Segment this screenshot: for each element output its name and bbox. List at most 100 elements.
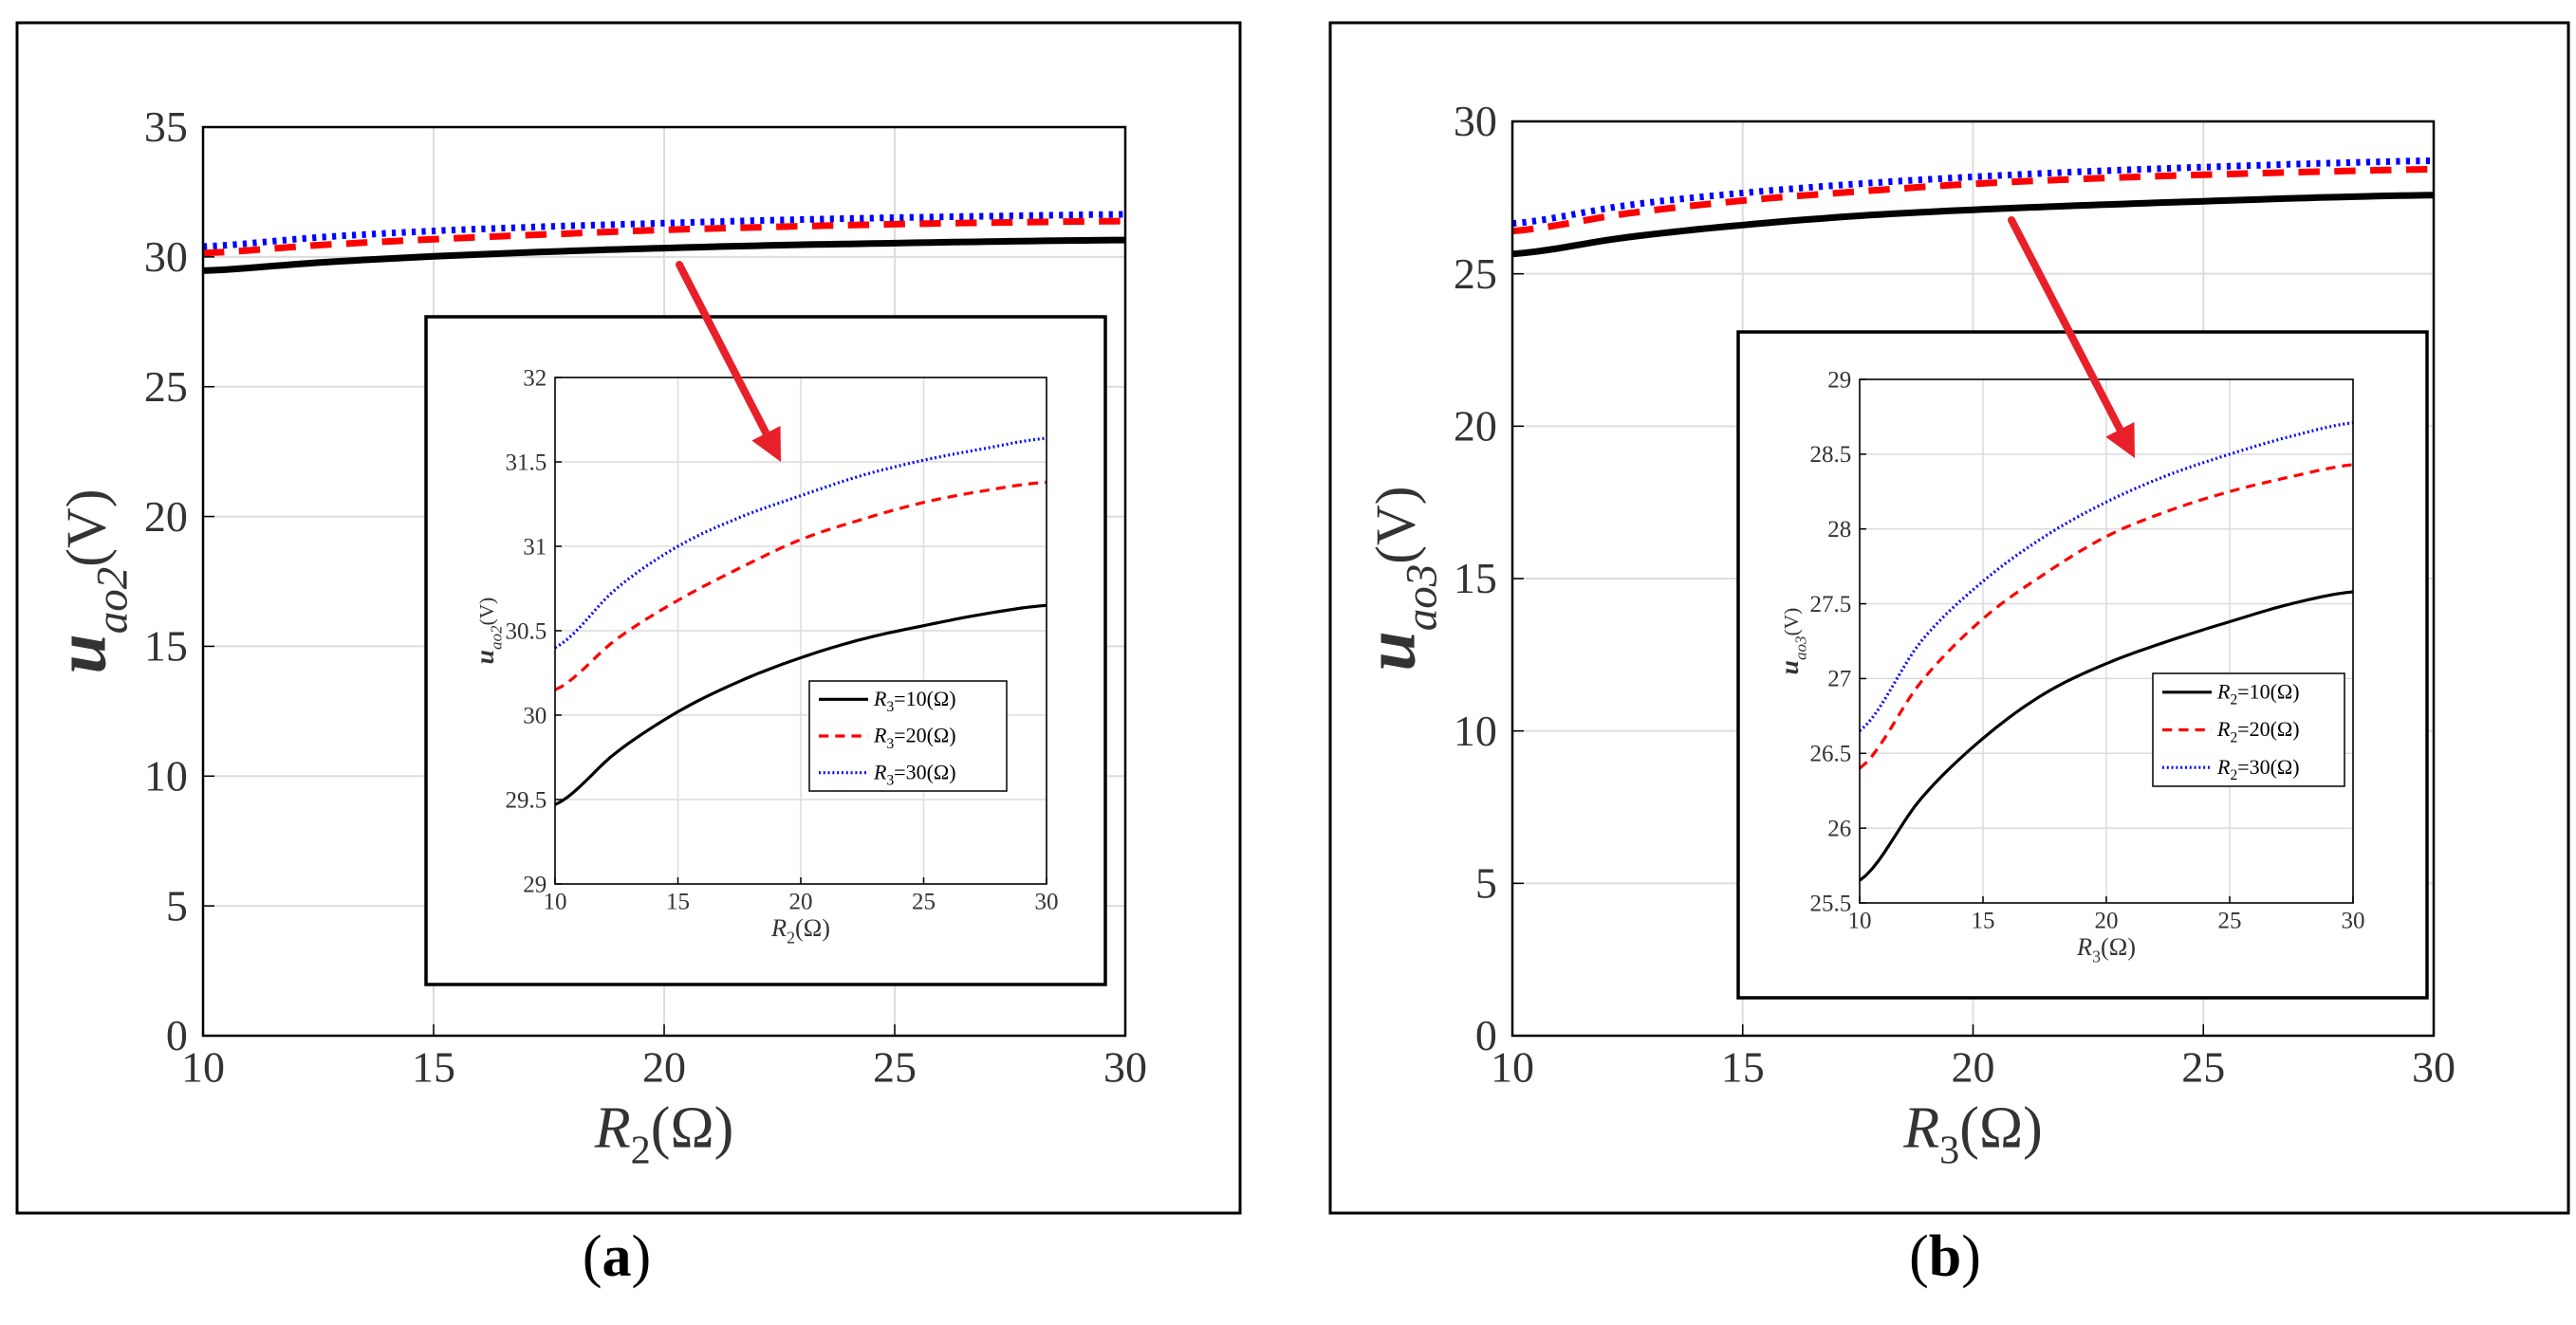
inset-b-xtick-label: 30 (2342, 908, 2365, 933)
inset-a-series-line-2 (554, 480, 1047, 691)
main-b-ytick-label: 15 (1454, 554, 1497, 602)
main-b-ytick-label: 5 (1475, 859, 1497, 908)
inset-a-ytick-label: 31 (523, 534, 547, 560)
y-label-symbol: u (1351, 631, 1431, 671)
inset-b-series-group (1858, 421, 2354, 882)
main-a-xtick-label: 10 (181, 1042, 225, 1091)
inset-b-series-line-1 (1859, 590, 2354, 882)
x-label-unit: (Ω) (651, 1095, 734, 1160)
x-label-subscript: 3 (1939, 1129, 1959, 1173)
inset-b-series-line-3 (1858, 421, 2354, 732)
inset-a-series-group (554, 436, 1047, 806)
inset-b-ytick-label: 28.5 (1810, 442, 1852, 468)
main-a-ytick-label: 15 (144, 622, 188, 671)
inset-a-ytick-label: 30.5 (506, 618, 547, 644)
x-label-symbol: R (1902, 1095, 1939, 1160)
x-label-subscript: 2 (631, 1129, 651, 1173)
main-a-series-line-1 (202, 236, 1125, 274)
legend-value: =30(Ω) (2237, 755, 2299, 779)
legend-value: =20(Ω) (894, 724, 955, 747)
main-a-xtick-label: 20 (642, 1042, 686, 1091)
inset-b-ytick-label: 27 (1827, 667, 1851, 692)
caption-paren-close: ) (632, 1224, 652, 1289)
inset-b-ytick-label: 29 (1827, 367, 1851, 393)
inset-a-ytick-label: 29 (523, 872, 547, 897)
captions: (a) (b) (583, 1224, 1981, 1289)
legend-value: =10(Ω) (894, 687, 955, 710)
main-b-xtick-label: 30 (2412, 1042, 2456, 1091)
inset-a-y-axis-label: uao2(V) (470, 598, 505, 665)
zoom-arrow-line-1 (676, 261, 770, 437)
inset-b-ytick-label: 28 (1827, 517, 1851, 543)
main-a-ytick-label: 0 (166, 1011, 188, 1059)
inset-a-ytick-label: 31.5 (506, 450, 547, 475)
x-label-unit: (Ω) (1959, 1095, 2043, 1160)
legend-symbol: R (2216, 755, 2231, 779)
x-label-unit: (Ω) (2101, 933, 2136, 961)
legend-label-2: R2=20(Ω) (2216, 717, 2300, 745)
inset-b-series-line-2 (1858, 463, 2354, 770)
zoom-arrow-head-2 (2105, 421, 2135, 458)
y-label-symbol: u (1774, 660, 1804, 674)
inset-a-ytick-label: 29.5 (506, 787, 547, 813)
main-a-xtick-label: 15 (412, 1042, 455, 1091)
legend-symbol: R (873, 724, 887, 747)
main-b-xtick-label: 20 (1952, 1042, 1995, 1091)
inset-b-y-axis-label: uao3(V) (1774, 608, 1809, 675)
inset-b: 10 15 20 25 3025.52626.52727.52828.529R3(Ω)u… (1736, 330, 2429, 1000)
inset-b-ytick-label: 26.5 (1810, 742, 1852, 767)
main-b-series-group (1511, 157, 2435, 258)
main-b-xtick-label: 15 (1721, 1042, 1765, 1091)
inset-b-ytick-label: 26 (1827, 816, 1851, 841)
main-b-series-line-1 (1511, 192, 2435, 258)
legend-subscript: 2 (2230, 767, 2237, 783)
inset-a-xtick-label: 25 (912, 889, 936, 914)
main-a-y-axis-label: uao2(V) (42, 489, 138, 674)
legend-value: =30(Ω) (894, 760, 955, 783)
legend-label-1: R3=10(Ω) (873, 687, 956, 715)
x-label-symbol: R (594, 1095, 631, 1160)
main-a-xtick-label: 30 (1103, 1042, 1147, 1091)
legend-value: =10(Ω) (2237, 679, 2299, 703)
caption-letter: a (602, 1224, 632, 1289)
x-label-subscript: 2 (787, 928, 795, 947)
x-label-symbol: R (2076, 933, 2092, 961)
main-b-ytick-label: 0 (1475, 1011, 1497, 1059)
y-label-symbol: u (470, 650, 499, 664)
main-a-series-group (202, 211, 1126, 274)
inset-b-xtick-label: 20 (2095, 908, 2119, 933)
main-b-ytick-label: 20 (1454, 402, 1497, 451)
inset-b-xtick-label: 15 (1972, 908, 1995, 933)
main-a-xtick-label: 25 (873, 1042, 917, 1091)
main-b-x-axis-label: R3(Ω) (1902, 1095, 2043, 1172)
inset-b-xtick-label: 10 (1848, 908, 1872, 933)
y-label-unit: (V) (1780, 608, 1803, 636)
inset-a-series-line-1 (554, 603, 1047, 806)
y-label-subscript: ao3 (1397, 564, 1446, 632)
main-a-series-line-3 (202, 211, 1126, 250)
main-a-ytick-label: 35 (144, 102, 188, 151)
legend-subscript: 3 (886, 699, 894, 715)
inset-a-xtick-label: 30 (1035, 889, 1059, 914)
y-label-subscript: ao2 (87, 567, 137, 635)
main-b-series-line-3 (1511, 157, 2435, 228)
legend-subscript: 2 (2230, 729, 2237, 745)
inset-a-axes: 10 15 20 25 302929.53030.53131.532R2(Ω)uao2(… (470, 365, 1059, 947)
x-label-unit: (Ω) (795, 914, 830, 942)
panel-caption-b: (b) (1909, 1224, 1981, 1289)
legend-symbol: R (873, 760, 887, 783)
inset-a-ytick-label: 30 (523, 703, 547, 728)
main-a-ytick-label: 25 (144, 362, 188, 411)
inset-a-xtick-label: 20 (789, 889, 813, 914)
main-a-x-axis-label: R2(Ω) (594, 1095, 734, 1172)
legend-a: R3=10(Ω)R3=20(Ω)R3=30(Ω) (808, 680, 1008, 792)
panel-caption-a: (a) (583, 1224, 651, 1289)
inset-b-ytick-label: 27.5 (1810, 592, 1852, 617)
x-label-symbol: R (770, 914, 787, 942)
inset-a-xtick-label: 10 (544, 889, 567, 914)
main-a-ytick-label: 10 (144, 751, 188, 800)
zoom-arrow-head-1 (751, 425, 781, 462)
legend-subscript: 3 (886, 736, 894, 752)
y-label-unit: (V) (1364, 487, 1427, 564)
